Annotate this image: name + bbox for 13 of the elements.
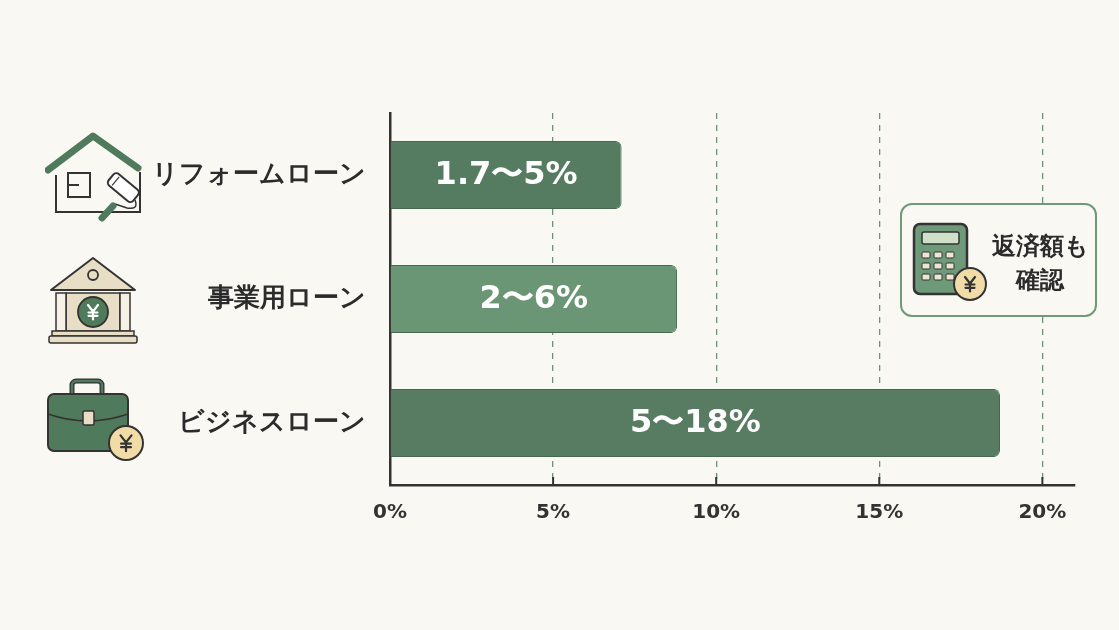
callout-box: 返済額も確認 <box>900 203 1097 317</box>
y-tick-label: リフォームローン <box>152 157 366 188</box>
annotation: 返済額も確認 <box>990 231 1090 296</box>
annotation: 2〜6% <box>479 278 589 317</box>
x-tick-label: 0% <box>373 499 407 524</box>
annotation: 1.7〜5% <box>434 154 578 193</box>
x-tick-label: 20% <box>1018 499 1067 524</box>
x-tick-label: 15% <box>855 499 904 524</box>
annotation: 5〜18% <box>629 402 761 441</box>
x-tick-label: 5% <box>536 499 571 524</box>
y-tick-label: 事業用ローン <box>207 281 366 312</box>
x-tick-label: 10% <box>692 499 741 524</box>
y-tick-label: ビジネスローン <box>178 405 366 436</box>
